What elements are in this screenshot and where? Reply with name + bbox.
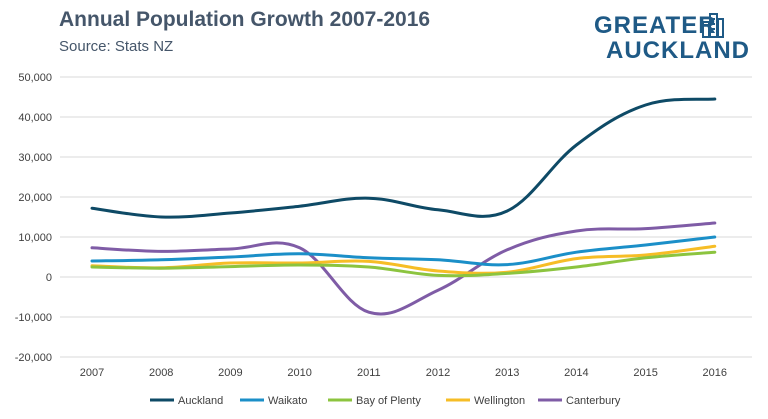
series-line-canterbury [90,221,717,316]
series-line-auckland [90,97,717,219]
x-tick-label: 2011 [357,367,381,379]
legend-label: Waikato [268,395,307,407]
series-line-bay-of-plenty [90,250,717,278]
x-tick-label: 2010 [287,367,311,379]
logo-text-line1: GREATER [594,12,717,39]
legend-item-waikato: Waikato [240,395,307,407]
legend-item-canterbury: Canterbury [538,395,621,407]
y-tick-label: -20,000 [15,352,52,364]
x-tick-label: 2013 [495,367,519,379]
series-lines [90,97,717,316]
chart-title: Annual Population Growth 2007-2016 [59,8,431,31]
x-tick-label: 2008 [149,367,173,379]
series-line-wellington [90,244,717,275]
x-axis-labels: 2007 2008 2009 2010 2011 2012 2013 2014 2015 2016 [80,367,727,379]
y-tick-label: 10,000 [18,232,52,244]
y-tick-label: 0 [46,272,52,284]
y-tick-label: 50,000 [18,72,52,84]
y-tick-label: 30,000 [18,152,52,164]
legend-label: Canterbury [566,395,621,407]
x-tick-label: 2012 [426,367,450,379]
x-tick-label: 2014 [564,367,588,379]
legend-item-bay-of-plenty: Bay of Plenty [328,395,421,407]
city-buildings-icon [702,13,724,38]
legend: Auckland Waikato Bay of Plenty Wellington Ca… [150,395,621,407]
y-tick-label: 20,000 [18,192,52,204]
chart-subtitle: Source: Stats NZ [59,38,174,55]
legend-item-auckland: Auckland [150,395,223,407]
x-tick-label: 2009 [218,367,242,379]
logo-text-line2: AUCKLAND [606,37,750,64]
legend-label: Bay of Plenty [356,395,421,407]
greater-auckland-logo: GREATER AUCKLAND [592,10,752,64]
y-tick-label: 40,000 [18,112,52,124]
series-line-waikato [90,235,717,267]
y-tick-label: -10,000 [15,312,52,324]
x-tick-label: 2016 [703,367,727,379]
x-tick-label: 2015 [633,367,657,379]
y-axis-labels: -20,000 -10,000 0 10,000 20,000 30,000 40,000 5… [15,72,52,364]
legend-label: Wellington [474,395,525,407]
gridlines [60,76,752,358]
legend-label: Auckland [178,395,223,407]
legend-item-wellington: Wellington [446,395,525,407]
x-tick-label: 2007 [80,367,104,379]
